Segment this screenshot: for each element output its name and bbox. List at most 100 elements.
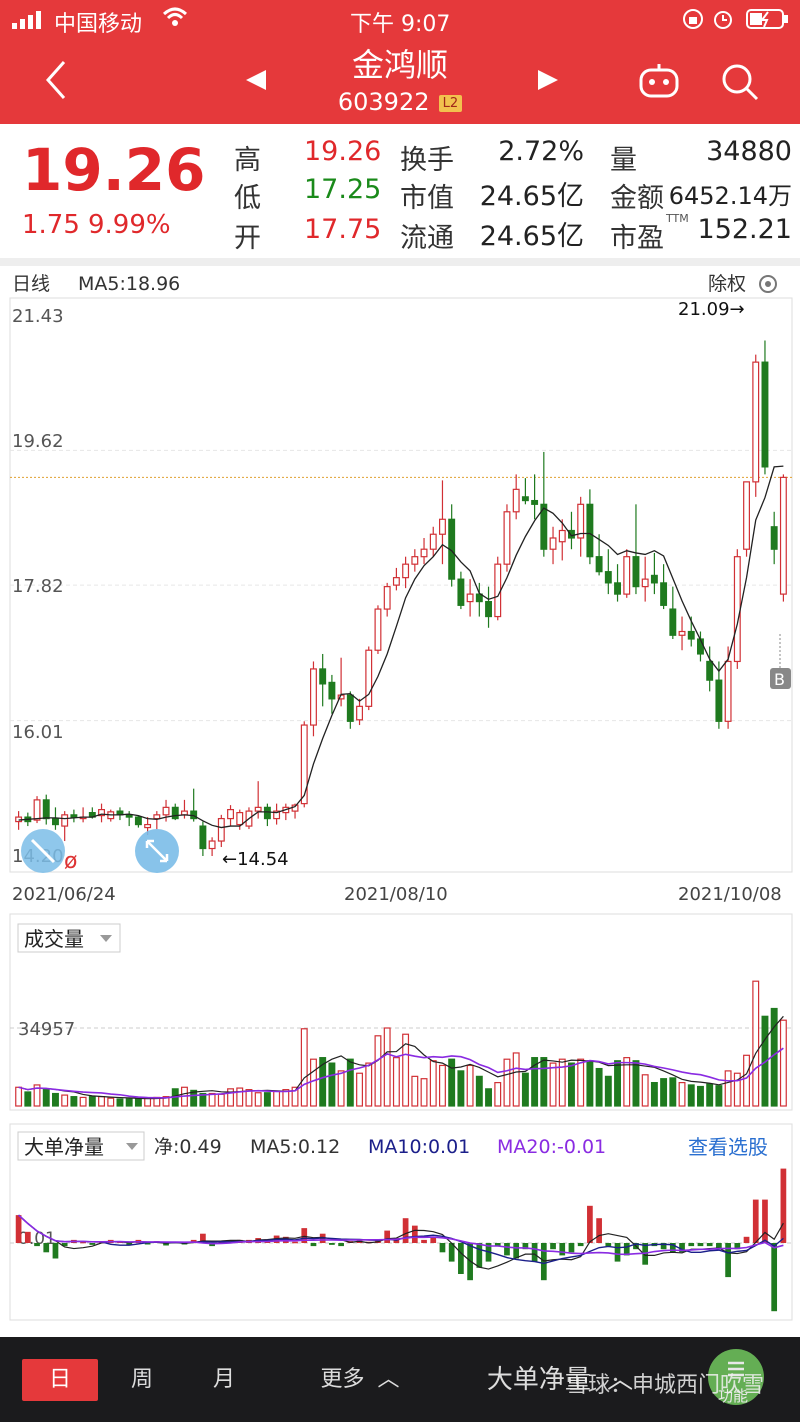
buy-point-label: B [774,670,785,689]
candle[interactable] [568,511,575,550]
candle[interactable] [466,579,474,617]
candle[interactable] [98,803,105,823]
candle[interactable] [79,807,87,823]
candle[interactable] [503,504,511,572]
fullscreen-button[interactable] [135,829,179,873]
adjust-label[interactable]: 除权 [708,273,746,295]
bigorder-bar [605,1243,612,1247]
candle[interactable] [392,567,400,591]
tab-month[interactable]: 月 [212,1367,235,1392]
candle[interactable] [107,809,115,822]
candle[interactable] [770,511,778,565]
drawing-tool-button[interactable] [21,829,65,873]
candle[interactable] [614,564,621,602]
candle[interactable] [236,809,244,830]
candle[interactable] [761,340,769,475]
volume-bar [227,1088,234,1107]
candle[interactable] [733,549,741,669]
candle[interactable] [632,504,640,595]
candle[interactable] [660,564,668,610]
tab-more[interactable]: 更多 ︿ [300,1359,420,1401]
candle[interactable] [531,474,539,520]
candle[interactable] [300,721,308,808]
candle[interactable] [604,549,612,595]
candle[interactable] [494,556,502,621]
y-tick-top: 21.43 [12,306,64,327]
function-label: 功能 [718,1387,749,1405]
candle[interactable] [310,661,317,737]
candlestick-series[interactable] [15,340,787,856]
search-button[interactable] [720,62,760,106]
tab-day[interactable]: 日 [22,1359,98,1401]
candle-body [577,503,585,539]
candle[interactable] [743,481,750,557]
kline-frame [9,297,793,873]
candle[interactable] [411,549,419,572]
turnover-value: 2.72% [498,136,584,167]
candle[interactable] [577,496,585,557]
candle[interactable] [116,807,124,821]
candle[interactable] [328,674,336,714]
candle[interactable] [448,504,456,587]
indicator-selector[interactable]: 大单净量 ︿ [470,1359,650,1401]
candle[interactable] [669,586,677,640]
candle[interactable] [586,489,594,565]
candle[interactable] [356,698,363,726]
candle[interactable] [52,807,59,830]
candle[interactable] [512,474,520,520]
candle[interactable] [42,794,50,825]
candle[interactable] [641,556,649,602]
candle[interactable] [227,805,234,827]
candle[interactable] [595,534,603,576]
candle[interactable] [374,605,382,654]
candle[interactable] [650,552,658,595]
candle[interactable] [61,811,69,842]
candle[interactable] [134,815,142,828]
candle[interactable] [521,478,529,505]
candle[interactable] [282,803,290,821]
buy-point-marker[interactable]: B [770,634,791,689]
candle[interactable] [623,549,631,598]
candle[interactable] [171,803,179,821]
select-stock-link[interactable]: 查看选股 [688,1135,768,1159]
candle[interactable] [162,799,170,822]
prev-stock-button[interactable] [244,68,268,96]
candle[interactable] [273,803,281,825]
candle[interactable] [439,480,446,565]
candle[interactable] [429,526,437,557]
candle[interactable] [199,821,207,856]
candle[interactable] [125,811,133,827]
volume-bar [291,1086,299,1107]
candle[interactable] [549,526,557,565]
candle[interactable] [706,646,714,692]
back-button[interactable] [36,58,76,102]
candle[interactable] [678,616,686,651]
candle[interactable] [752,354,760,497]
candle[interactable] [319,653,327,707]
candle[interactable] [346,691,354,729]
settings-gear-icon[interactable] [759,275,777,293]
candle[interactable] [420,537,428,565]
function-button[interactable]: 功能 [708,1349,764,1405]
next-stock-button[interactable] [536,68,560,96]
candle[interactable] [70,809,78,823]
candle[interactable] [365,646,373,711]
candle[interactable] [779,474,787,602]
volume-selector[interactable]: 成交量 [17,923,121,953]
candle[interactable] [485,586,492,628]
candle[interactable] [217,814,225,848]
candle[interactable] [208,837,216,856]
tab-week[interactable]: 周 [130,1367,153,1392]
candle[interactable] [457,571,465,610]
candle[interactable] [263,803,271,827]
candle[interactable] [540,451,548,557]
candle[interactable] [181,799,188,819]
candle[interactable] [402,556,410,589]
bigorder-selector[interactable]: 大单净量 [17,1131,145,1161]
candle[interactable] [153,811,161,830]
candle[interactable] [558,519,566,561]
candle[interactable] [383,582,391,617]
volume-bar [98,1096,105,1107]
robot-assistant-button[interactable] [638,62,680,102]
candle[interactable] [715,661,723,729]
